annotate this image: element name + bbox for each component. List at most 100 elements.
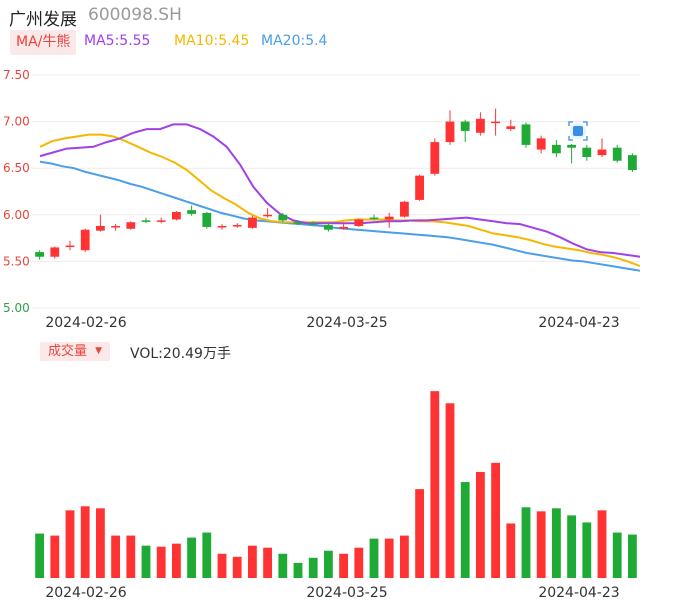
ma-indicator-selector[interactable]: MA/牛熊 [10, 30, 77, 55]
candle-body [384, 216, 394, 220]
candle-body [612, 147, 622, 161]
volume-bar [80, 506, 90, 578]
stock-code: 600098.SH [88, 5, 182, 25]
volume-bar [567, 515, 577, 578]
candle-body [65, 245, 75, 248]
x-tick-label: 2024-02-26 [45, 585, 126, 601]
candle-body [627, 155, 637, 171]
candle-body [187, 210, 197, 214]
volume-bar [460, 482, 470, 578]
candle-body [430, 142, 440, 174]
candle-body [582, 147, 592, 158]
volume-bar [445, 403, 455, 578]
candle-body [475, 118, 485, 133]
volume-bar [308, 557, 318, 578]
volume-bar [384, 538, 394, 578]
ma5-label: MA5:5.55 [84, 33, 151, 49]
volume-bar [551, 508, 561, 578]
x-tick-label: 2024-04-23 [538, 585, 619, 601]
volume-bar [506, 523, 516, 578]
candle-body [339, 226, 349, 229]
volume-bar [430, 391, 440, 578]
candle-body [521, 124, 531, 145]
volume-bar [369, 538, 379, 578]
ma5-line [39, 123, 641, 258]
candle-body [50, 247, 60, 257]
volume-bar [521, 507, 531, 578]
x-tick-label: 2024-03-25 [306, 315, 387, 331]
candle-body [171, 212, 181, 220]
volume-bar [141, 545, 151, 578]
candle-body [263, 214, 273, 217]
candle-body [141, 220, 151, 222]
candle-body [354, 219, 364, 226]
candle-body [308, 223, 318, 225]
x-tick-label: 2024-02-26 [45, 315, 126, 331]
candle-body [217, 225, 227, 228]
ma10-line [39, 133, 641, 268]
volume-bar [171, 543, 181, 578]
candle-body [111, 225, 121, 228]
volume-bar [126, 535, 136, 578]
volume-bar [597, 510, 607, 578]
volume-bar [354, 547, 364, 578]
volume-bar [278, 553, 288, 578]
y-tick-label: 7.50 [3, 68, 30, 82]
candle-body [399, 201, 409, 217]
volume-bar [323, 550, 333, 578]
volume-bar [65, 510, 75, 578]
y-tick-label: 7.00 [3, 115, 30, 129]
volume-bar [399, 535, 409, 578]
volume-bar [627, 534, 637, 578]
volume-bar [612, 532, 622, 578]
ma10-label: MA10:5.45 [174, 33, 250, 49]
price-chart[interactable]: 7.507.006.506.005.505.00 2024-02-26 2024-… [0, 0, 686, 340]
candlesticks [35, 108, 637, 260]
volume-bar [35, 533, 45, 578]
candle-body [156, 220, 166, 222]
volume-bar [339, 553, 349, 578]
candle-body [597, 149, 607, 156]
candle-body [80, 229, 90, 251]
volume-bar [475, 471, 485, 578]
volume-tag-label: 成交量 [48, 344, 88, 359]
candle-body [536, 138, 546, 150]
volume-bar [156, 546, 166, 578]
chevron-down-icon: ▼ [95, 346, 103, 356]
ma20-line [39, 160, 641, 272]
x-tick-label: 2024-03-25 [306, 585, 387, 601]
candle-body [415, 175, 425, 200]
candle-body [95, 225, 105, 231]
volume-bar [217, 553, 227, 578]
volume-x-axis: 2024-02-26 2024-03-25 2024-04-23 [45, 585, 619, 601]
price-x-axis: 2024-02-26 2024-03-25 2024-04-23 [45, 315, 619, 331]
x-tick-label: 2024-04-23 [538, 315, 619, 331]
candle-body [551, 144, 561, 154]
volume-indicator-selector[interactable]: 成交量 ▼ [40, 342, 111, 361]
y-tick-label: 5.00 [3, 301, 30, 315]
candle-body [35, 252, 45, 257]
volume-bar [415, 489, 425, 578]
ma20-label: MA20:5.4 [261, 33, 328, 49]
volume-bar [50, 535, 60, 578]
price-grid [32, 74, 640, 309]
y-tick-label: 6.50 [3, 161, 30, 175]
candle-body [278, 214, 288, 221]
signal-marker-icon [568, 121, 588, 141]
price-y-axis: 7.50 7.00 6.50 6.00 5.50 5.00 [3, 68, 30, 315]
candle-body [460, 121, 470, 131]
candle-body [232, 225, 242, 227]
candle-body [126, 222, 136, 229]
volume-bar [491, 462, 501, 578]
candle-body [445, 121, 455, 143]
candle-body [567, 144, 577, 148]
volume-label: VOL:20.49万手 [130, 346, 231, 362]
stock-name: 广州发展 [9, 10, 77, 30]
volume-bar [232, 556, 242, 578]
volume-bar [187, 537, 197, 578]
y-tick-label: 6.00 [3, 208, 30, 222]
candle-body [202, 212, 212, 227]
volume-bar [536, 511, 546, 578]
candle-body [323, 225, 333, 230]
y-tick-label: 5.50 [3, 254, 30, 268]
